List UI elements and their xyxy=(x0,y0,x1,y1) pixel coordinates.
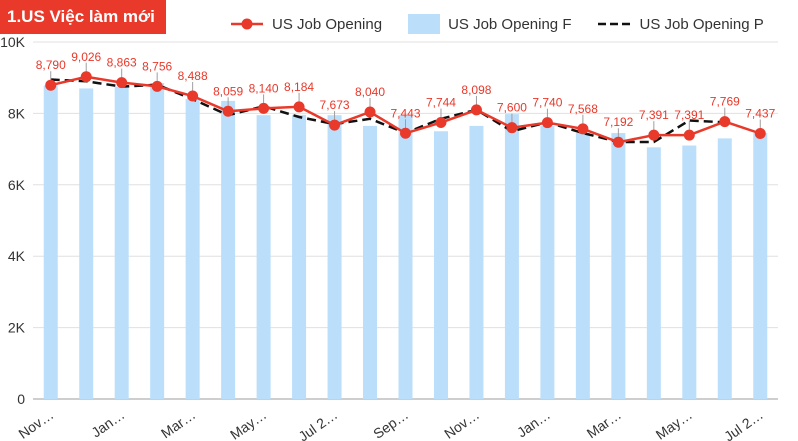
legend-item-job-opening[interactable]: US Job Opening xyxy=(230,14,382,34)
data-point xyxy=(400,127,411,139)
bar xyxy=(398,115,413,399)
legend-dashed-line-icon xyxy=(598,22,631,26)
bar xyxy=(682,145,697,399)
data-point xyxy=(506,122,518,134)
data-point xyxy=(45,79,57,91)
data-label: 7,192 xyxy=(603,115,633,129)
data-label: 8,863 xyxy=(107,56,137,70)
data-label: 7,744 xyxy=(426,96,456,110)
y-tick-label: 6K xyxy=(8,177,26,193)
bar xyxy=(256,115,271,399)
bar xyxy=(292,114,307,399)
bar xyxy=(469,125,484,400)
data-point xyxy=(80,71,92,83)
bar xyxy=(114,86,129,399)
bar xyxy=(221,100,236,399)
data-label: 7,600 xyxy=(497,101,527,115)
data-label: 8,488 xyxy=(178,69,208,83)
data-point xyxy=(151,80,163,92)
legend: US Job Opening US Job Opening F US Job O… xyxy=(230,12,764,36)
x-tick-label: Nov… xyxy=(441,406,482,441)
bar xyxy=(327,115,342,399)
x-tick-label: Nov… xyxy=(15,406,56,441)
legend-label: US Job Opening P xyxy=(639,15,764,33)
data-point xyxy=(116,77,128,89)
data-point xyxy=(577,123,589,135)
data-label: 7,673 xyxy=(320,98,350,112)
data-label: 7,391 xyxy=(639,108,669,122)
x-tick-label: May… xyxy=(227,406,269,441)
x-tick-label: Mar… xyxy=(584,406,624,441)
legend-item-job-opening-f[interactable]: US Job Opening F xyxy=(408,14,571,34)
bar xyxy=(753,133,768,399)
data-point xyxy=(364,106,376,118)
x-tick-label: Jul 2… xyxy=(295,406,340,441)
x-tick-label: Jan… xyxy=(88,406,127,440)
y-tick-label: 4K xyxy=(8,248,26,264)
x-tick-label: May… xyxy=(653,406,695,441)
data-point xyxy=(683,129,695,141)
legend-bar-swatch-icon xyxy=(408,14,441,34)
y-tick-label: 8K xyxy=(8,105,26,121)
y-tick-label: 2K xyxy=(8,320,26,336)
data-point xyxy=(719,116,731,128)
data-point xyxy=(293,101,305,113)
bar xyxy=(504,114,519,399)
bar xyxy=(717,138,732,399)
data-label: 7,568 xyxy=(568,102,598,116)
data-label: 8,790 xyxy=(36,58,66,72)
x-tick-label: Mar… xyxy=(158,406,198,441)
chart-title: 1.US Việc làm mới xyxy=(0,0,166,34)
legend-item-job-opening-p[interactable]: US Job Opening P xyxy=(597,14,764,34)
bar xyxy=(540,125,555,400)
data-label: 7,437 xyxy=(745,106,775,120)
bar xyxy=(43,85,58,399)
data-label: 8,098 xyxy=(461,83,491,97)
data-point xyxy=(541,117,553,129)
bar xyxy=(433,131,448,399)
data-label: 7,740 xyxy=(532,96,562,110)
data-point xyxy=(612,136,624,148)
data-point xyxy=(258,102,270,114)
data-label: 8,756 xyxy=(142,59,172,73)
bar xyxy=(150,83,165,400)
bar xyxy=(363,125,378,400)
data-label: 8,140 xyxy=(249,81,279,95)
y-tick-label: 0 xyxy=(17,391,25,407)
data-point xyxy=(329,119,341,131)
x-tick-label: Sep… xyxy=(370,406,411,441)
data-label: 8,040 xyxy=(355,85,385,99)
bar xyxy=(646,147,661,399)
data-point xyxy=(222,105,234,117)
legend-line-dot-icon xyxy=(231,18,263,30)
legend-label: US Job Opening F xyxy=(448,15,572,33)
data-label: 9,026 xyxy=(71,50,101,64)
data-point xyxy=(187,90,199,102)
y-tick-label: 10K xyxy=(0,34,26,50)
x-tick-label: Jan… xyxy=(514,406,553,440)
data-label: 7,769 xyxy=(710,95,740,109)
data-label: 8,059 xyxy=(213,84,243,98)
x-tick-label: Jul 2… xyxy=(721,406,766,441)
data-point xyxy=(754,127,766,139)
data-point xyxy=(435,117,447,129)
bar xyxy=(611,133,626,399)
bar xyxy=(575,133,590,399)
data-label: 7,443 xyxy=(390,106,420,120)
data-label: 8,184 xyxy=(284,80,314,94)
bar xyxy=(79,88,94,399)
data-label: 7,391 xyxy=(674,108,704,122)
bar xyxy=(185,99,200,400)
legend-label: US Job Opening xyxy=(272,15,383,33)
data-point xyxy=(470,104,482,116)
data-point xyxy=(648,129,660,141)
